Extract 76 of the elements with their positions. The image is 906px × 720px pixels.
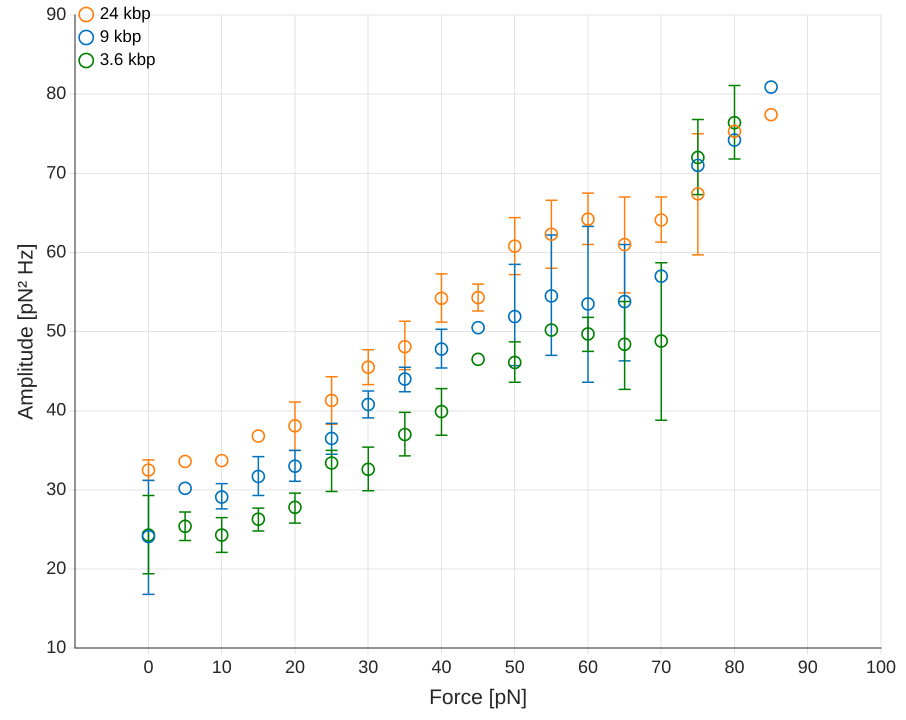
- point: [178, 482, 192, 496]
- y-tick-label: 30: [46, 478, 66, 499]
- y-tick-label: 10: [46, 637, 66, 658]
- point: [214, 454, 229, 468]
- y-tick-label: 70: [46, 162, 66, 182]
- point: [618, 294, 632, 308]
- point: [361, 462, 376, 476]
- point: [398, 372, 412, 386]
- x-tick-label: 80: [724, 656, 745, 677]
- y-tick-label: 80: [46, 83, 66, 104]
- x-tick-label: 100: [866, 656, 896, 677]
- legend-label: 24 kbp: [100, 4, 151, 24]
- point: [214, 490, 229, 504]
- x-tick-label: 10: [212, 656, 232, 677]
- point: [581, 297, 595, 311]
- point: [764, 80, 778, 94]
- y-tick-label: 60: [46, 241, 66, 262]
- point: [544, 289, 558, 303]
- point: [434, 342, 448, 356]
- point: [728, 116, 742, 130]
- point: [544, 227, 558, 242]
- point: [654, 213, 668, 227]
- point: [618, 238, 632, 252]
- x-tick-label: 70: [651, 656, 672, 677]
- y-tick-label: 20: [46, 558, 66, 578]
- point: [618, 337, 632, 352]
- point: [508, 310, 522, 324]
- point: [288, 459, 302, 473]
- x-tick-label: 30: [358, 656, 378, 677]
- point: [434, 404, 448, 418]
- point: [654, 334, 668, 348]
- x-tick-label: 50: [504, 656, 525, 677]
- y-axis-title: Amplitude [pN² Hz]: [14, 243, 38, 420]
- x-tick-label: 60: [578, 656, 598, 677]
- point: [544, 323, 558, 337]
- legend-label: 3.6 kbp: [100, 50, 156, 70]
- point: [252, 512, 266, 526]
- point: [434, 292, 448, 306]
- x-tick-label: 90: [798, 656, 818, 677]
- point: [361, 398, 376, 412]
- point: [214, 528, 229, 542]
- point: [691, 158, 705, 172]
- point: [581, 327, 595, 341]
- y-tick-label: 90: [46, 4, 66, 24]
- point: [508, 239, 522, 253]
- x-axis-title: Force [pN]: [429, 686, 528, 710]
- point: [654, 269, 668, 283]
- point: [142, 463, 156, 477]
- point: [764, 108, 778, 122]
- point: [471, 290, 485, 304]
- point: [398, 340, 412, 354]
- point: [728, 133, 742, 147]
- point: [178, 520, 192, 534]
- point: [324, 432, 338, 446]
- legend-label: 9 kbp: [100, 27, 142, 46]
- point: [252, 429, 266, 443]
- y-tick-label: 50: [46, 320, 66, 341]
- y-tick-label: 40: [46, 400, 66, 420]
- point: [471, 320, 485, 334]
- x-tick-label: 40: [431, 656, 452, 677]
- point: [324, 394, 338, 408]
- point: [398, 428, 412, 442]
- point: [178, 454, 192, 468]
- point: [288, 418, 302, 433]
- point: [288, 500, 302, 514]
- point: [581, 212, 595, 226]
- point: [508, 356, 522, 370]
- point: [691, 187, 705, 201]
- x-tick-label: 0: [143, 656, 154, 677]
- point: [471, 352, 485, 366]
- point: [324, 456, 338, 470]
- point: [252, 470, 266, 484]
- point: [728, 124, 742, 138]
- point: [361, 360, 376, 374]
- x-tick-label: 20: [284, 656, 305, 677]
- point: [691, 150, 705, 164]
